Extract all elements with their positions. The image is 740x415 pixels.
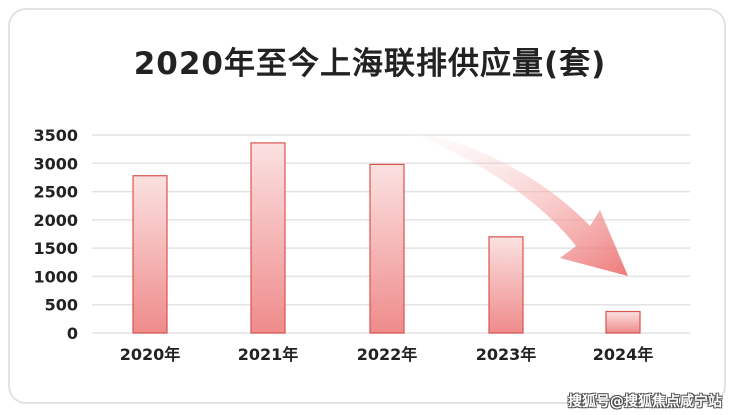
bar-2023年 — [488, 236, 524, 334]
bar-2021年 — [250, 142, 286, 334]
bar-2020年 — [132, 175, 168, 334]
y-tick-label: 3000 — [33, 154, 78, 173]
x-axis-ticks: 2020年 2021年 2022年 2023年 2024年 — [120, 345, 654, 364]
y-tick-label: 500 — [45, 296, 78, 315]
y-tick-label: 3500 — [33, 126, 78, 145]
y-tick-label: 2500 — [33, 183, 78, 202]
watermark: 搜狐号@搜狐焦点咸宁站 — [568, 394, 722, 410]
x-tick-label: 2022年 — [357, 345, 418, 364]
chart-card — [8, 8, 726, 404]
y-axis-ticks: 0 500 1000 1500 2000 2500 3000 3500 — [33, 126, 78, 343]
x-tick-label: 2024年 — [593, 345, 654, 364]
x-tick-label: 2021年 — [238, 345, 299, 364]
y-tick-label: 1500 — [33, 239, 78, 258]
x-tick-label: 2020年 — [120, 345, 181, 364]
trend-arrow-icon — [392, 126, 628, 276]
y-tick-label: 2000 — [33, 211, 78, 230]
bar-2024年 — [605, 310, 641, 334]
y-tick-label: 0 — [67, 324, 78, 343]
bar-2022年 — [369, 163, 405, 334]
y-tick-label: 1000 — [33, 267, 78, 286]
x-tick-label: 2023年 — [476, 345, 537, 364]
chart-title: 2020年至今上海联排供应量(套) — [133, 46, 607, 82]
bars — [132, 142, 641, 334]
